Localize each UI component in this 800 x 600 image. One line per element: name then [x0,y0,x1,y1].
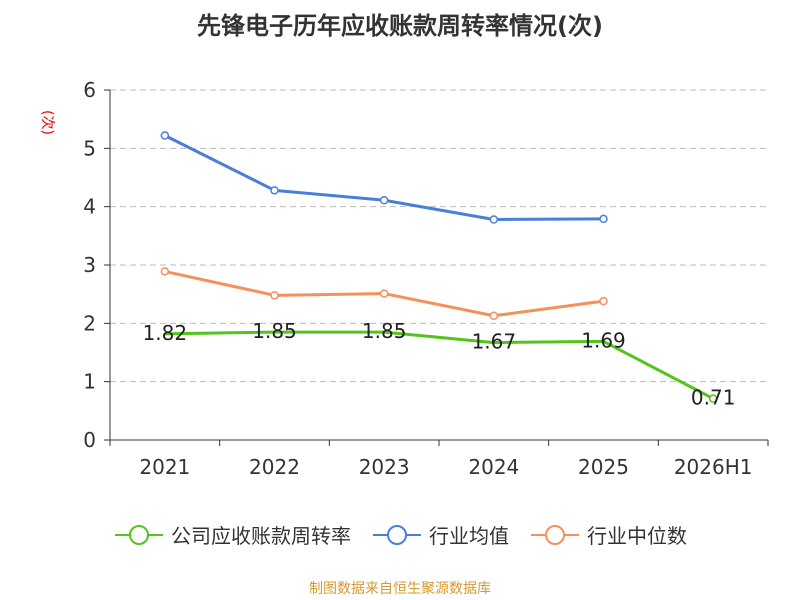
x-tick-label: 2025 [578,455,629,479]
legend: 公司应收账款周转率 行业均值 行业中位数 [0,520,800,549]
legend-line-marker-icon [531,524,579,545]
data-point [489,311,499,320]
y-tick-label: 3 [83,253,96,277]
x-tick-label: 2022 [249,455,300,479]
x-tick-label: 2024 [468,455,519,479]
legend-label-industry-mean: 行业均值 [429,524,509,548]
y-tick-label: 5 [83,136,96,160]
y-tick-label: 6 [83,78,96,102]
data-source-note: 制图数据来自恒生聚源数据库 [309,581,491,597]
y-tick-label: 1 [83,370,96,394]
y-tick-label: 4 [83,195,96,219]
data-point [708,394,718,403]
y-tick-label: 2 [83,311,96,335]
data-label: 1.69 [581,328,626,352]
data-label: 1.82 [143,321,188,345]
series-lines [160,131,718,403]
data-point [379,289,389,298]
y-tick-label: 0 [83,428,96,452]
x-tick-label: 2026H1 [674,455,753,479]
legend-line-marker-icon [115,524,163,545]
chart-title: 先锋电子历年应收账款周转率情况(次) [197,12,603,40]
data-point [160,267,170,276]
data-label: 0.71 [691,386,736,410]
data-point [379,196,389,205]
legend-item-industry-mean[interactable]: 行业均值 [371,520,509,549]
data-label: 1.85 [362,319,407,343]
legend-item-industry-median[interactable]: 行业中位数 [529,520,687,549]
series-line [164,330,714,400]
data-label: 1.85 [252,319,297,343]
data-point [599,214,608,224]
legend-label-company: 公司应收账款周转率 [171,524,351,548]
legend-label-industry-median: 行业中位数 [587,524,687,548]
data-point [270,291,279,300]
x-tick-label: 2021 [139,455,190,479]
legend-item-company[interactable]: 公司应收账款周转率 [113,520,351,549]
data-point [160,131,170,140]
x-tick-label: 2023 [359,455,410,479]
data-point [270,186,279,195]
data-point [489,215,499,224]
data-label: 1.67 [472,330,517,354]
data-point [599,296,608,306]
axes: 0 1 2 3 4 5 6 2021 2022 2023 2024 2025 2026H1 [83,78,769,479]
data-labels: 1.82 1.85 1.85 1.67 1.69 0.71 [143,319,736,410]
legend-line-marker-icon [373,524,421,545]
